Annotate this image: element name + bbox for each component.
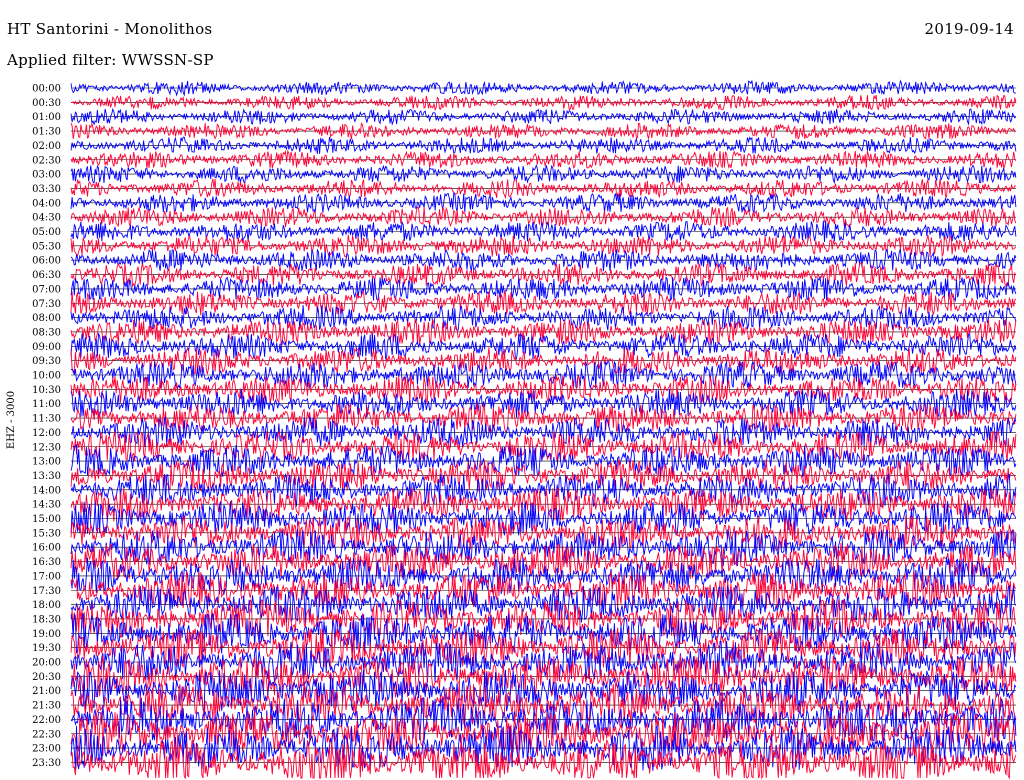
row-time-label: 12:00 — [32, 428, 61, 439]
row-time-label: 19:30 — [32, 643, 61, 654]
row-time-label: 10:00 — [32, 371, 61, 382]
row-time-label: 17:30 — [32, 586, 61, 597]
seismic-trace — [70, 79, 1017, 97]
row-time-label: 13:30 — [32, 471, 61, 482]
seismic-trace — [70, 429, 1017, 464]
row-time-label: 16:30 — [32, 557, 61, 568]
seismic-trace — [70, 333, 1017, 361]
row-time-label: 23:00 — [32, 744, 61, 755]
seismic-trace — [70, 613, 1017, 654]
row-time-label: 20:30 — [32, 672, 61, 683]
row-time-label: 13:00 — [32, 457, 61, 468]
seismic-trace — [70, 275, 1017, 303]
seismic-trace — [70, 738, 1017, 780]
seismic-trace — [70, 556, 1017, 596]
row-time-label: 06:30 — [32, 270, 61, 281]
seismic-trace — [70, 472, 1017, 508]
row-time-label: 09:00 — [32, 342, 61, 353]
row-time-label: 16:00 — [32, 543, 61, 554]
row-time-label: 22:30 — [32, 729, 61, 740]
seismic-trace — [70, 598, 1017, 639]
row-time-label: 04:30 — [32, 213, 61, 224]
row-time-label: 20:00 — [32, 658, 61, 669]
seismic-trace — [70, 375, 1017, 405]
seismic-trace — [70, 627, 1017, 669]
row-time-label: 21:30 — [32, 701, 61, 712]
seismic-trace — [70, 459, 1017, 493]
seismic-trace — [70, 107, 1017, 126]
row-time-label: 02:00 — [32, 141, 61, 152]
row-time-label: 04:00 — [32, 198, 61, 209]
seismic-trace — [70, 205, 1017, 228]
row-time-label: 22:00 — [32, 715, 61, 726]
row-time-label: 05:30 — [32, 241, 61, 252]
row-time-label: 10:30 — [32, 385, 61, 396]
row-time-label: 07:30 — [32, 299, 61, 310]
seismic-trace — [70, 542, 1017, 580]
seismic-trace — [70, 136, 1017, 155]
row-time-label: 11:00 — [32, 399, 61, 410]
row-time-label: 02:30 — [32, 155, 61, 166]
row-time-label: 11:30 — [32, 414, 61, 425]
row-time-label: 03:00 — [32, 170, 61, 181]
row-time-label: 09:30 — [32, 356, 61, 367]
record-date: 2019-09-14 — [924, 20, 1014, 38]
row-time-label: 08:30 — [32, 327, 61, 338]
seismic-trace — [70, 486, 1017, 522]
seismic-trace — [70, 500, 1017, 536]
row-time-label: 00:00 — [32, 84, 61, 95]
seismic-trace — [70, 710, 1017, 757]
time-label-group: 00:00 00:30 01:00 01:30 02:00 02:30 03:00 03:30… — [32, 84, 61, 769]
row-time-label: 15:30 — [32, 528, 61, 539]
row-time-label: 00:30 — [32, 98, 61, 109]
row-time-label: 08:00 — [32, 313, 61, 324]
seismic-trace — [70, 347, 1017, 375]
row-time-label: 05:00 — [32, 227, 61, 238]
seismic-trace — [70, 318, 1017, 346]
seismic-trace — [70, 122, 1017, 141]
station-title: HT Santorini - Monolithos — [7, 20, 213, 38]
seismic-trace — [70, 655, 1017, 698]
seismic-trace — [70, 415, 1017, 448]
seismic-trace — [70, 163, 1017, 185]
seismic-trace — [70, 191, 1017, 214]
seismic-trace — [70, 360, 1017, 390]
seismic-trace — [70, 305, 1017, 331]
filter-label: Applied filter: WWSSN-SP — [7, 51, 214, 69]
seismic-trace — [70, 388, 1017, 419]
seismic-trace — [70, 178, 1016, 200]
row-time-label: 18:00 — [32, 600, 61, 611]
row-time-label: 06:00 — [32, 256, 61, 267]
seismic-trace — [70, 234, 1017, 258]
seismic-trace — [70, 149, 1017, 170]
row-time-label: 18:30 — [32, 614, 61, 625]
row-time-label: 21:00 — [32, 686, 61, 697]
row-time-label: 19:00 — [32, 629, 61, 640]
seismic-trace — [70, 261, 1017, 288]
seismic-trace — [70, 528, 1017, 567]
row-time-label: 14:00 — [32, 485, 61, 496]
row-time-label: 07:00 — [32, 284, 61, 295]
seismic-trace — [70, 570, 1017, 610]
seismic-trace — [70, 696, 1017, 742]
seismic-trace — [70, 220, 1017, 243]
trace-group — [70, 79, 1017, 780]
seismic-trace — [70, 640, 1017, 684]
seismic-trace — [70, 290, 1017, 316]
seismic-trace — [70, 683, 1017, 727]
row-time-label: 12:30 — [32, 442, 61, 453]
seismic-trace — [71, 94, 1017, 112]
seismic-trace — [70, 669, 1017, 713]
row-time-label: 01:00 — [32, 112, 61, 123]
row-time-label: 15:00 — [32, 514, 61, 525]
seismic-trace — [70, 403, 1017, 434]
row-time-label: 23:30 — [32, 758, 61, 769]
row-time-label: 03:30 — [32, 184, 61, 195]
row-time-label: 14:30 — [32, 500, 61, 511]
seismic-trace — [70, 248, 1017, 272]
seismic-trace — [70, 515, 1017, 552]
row-time-label: 17:00 — [32, 571, 61, 582]
row-time-label: 01:30 — [32, 127, 61, 138]
